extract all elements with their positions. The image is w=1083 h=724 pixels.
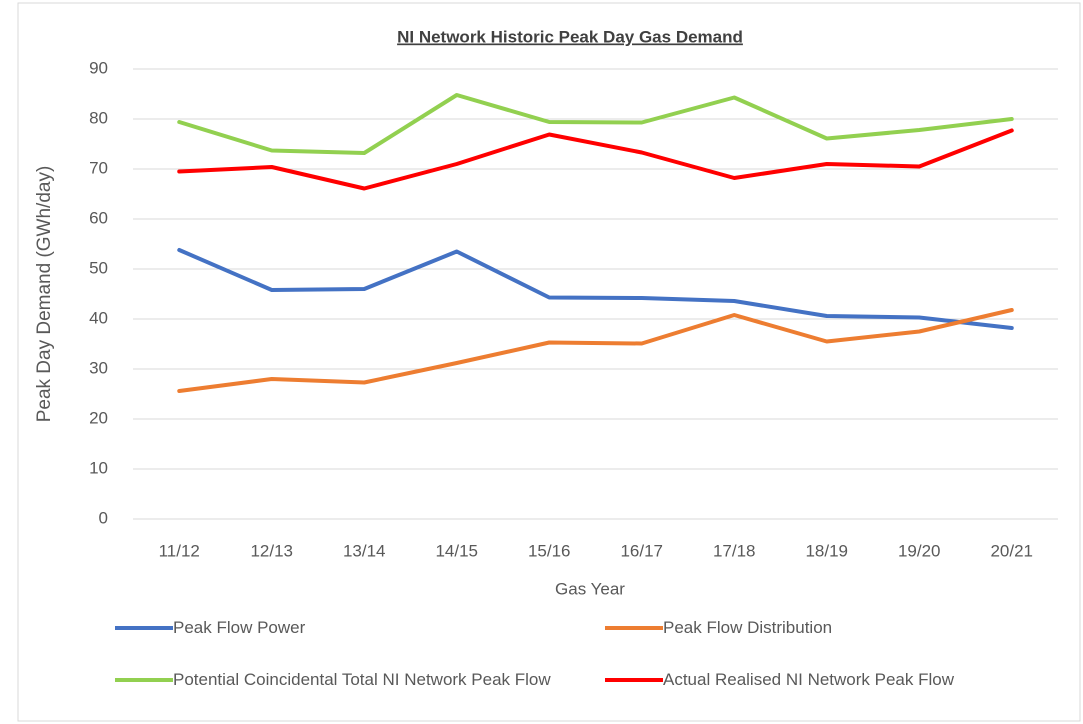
x-tick-label: 20/21 — [990, 541, 1033, 560]
y-tick-label: 60 — [89, 208, 108, 227]
legend-swatch — [605, 626, 663, 630]
series-line — [177, 308, 1014, 393]
y-tick-label: 20 — [89, 408, 108, 427]
x-tick-label: 12/13 — [250, 541, 293, 560]
legend-label: Peak Flow Distribution — [663, 618, 833, 637]
legend-entry: Actual Realised NI Network Peak Flow — [605, 667, 1053, 693]
legend-swatch — [115, 626, 173, 630]
y-tick-label: 0 — [99, 508, 108, 527]
x-tick-label: 17/18 — [713, 541, 756, 560]
legend-label: Potential Coincidental Total NI Network … — [173, 670, 551, 689]
x-tick-label: 19/20 — [898, 541, 941, 560]
series-line — [177, 93, 1014, 155]
x-tick-label: 13/14 — [343, 541, 386, 560]
series-line — [177, 248, 1014, 330]
chart-title: NI Network Historic Peak Day Gas Demand — [397, 27, 743, 46]
y-axis-title: Peak Day Demand (GWh/day) — [34, 166, 55, 423]
legend-entry: Peak Flow Distribution — [605, 615, 1053, 641]
y-tick-label: 10 — [89, 458, 108, 477]
legend-label: Peak Flow Power — [173, 618, 306, 637]
series-line — [177, 128, 1014, 191]
x-tick-label: 16/17 — [620, 541, 663, 560]
legend-swatch — [115, 678, 173, 682]
y-tick-label: 80 — [89, 108, 108, 127]
legend-entry: Peak Flow Power — [115, 615, 563, 641]
x-tick-label: 15/16 — [528, 541, 571, 560]
x-tick-label: 18/19 — [805, 541, 848, 560]
x-tick-label: 14/15 — [435, 541, 478, 560]
y-tick-label: 40 — [89, 308, 108, 327]
y-tick-label: 50 — [89, 258, 108, 277]
x-tick-label: 11/12 — [159, 541, 200, 560]
y-tick-label: 90 — [89, 58, 108, 77]
legend-entry: Potential Coincidental Total NI Network … — [115, 667, 563, 693]
y-tick-label: 30 — [89, 358, 108, 377]
legend-swatch — [605, 678, 663, 682]
x-axis-title: Gas Year — [555, 579, 625, 598]
legend-label: Actual Realised NI Network Peak Flow — [663, 670, 955, 689]
y-tick-label: 70 — [89, 158, 108, 177]
chart-border — [17, 2, 1081, 722]
